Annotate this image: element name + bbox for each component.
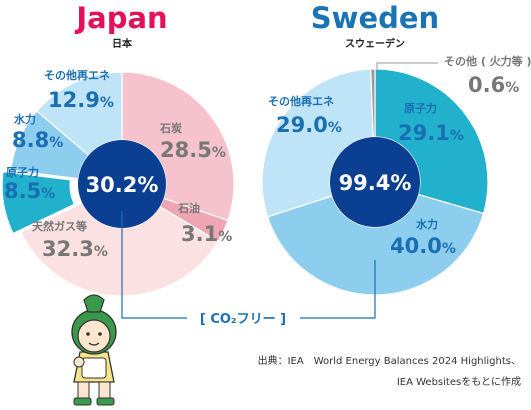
mascot-part-11	[88, 342, 100, 346]
sweden-other-leader-line	[376, 62, 438, 70]
japan-subtitle: 日本	[112, 37, 133, 50]
label-name-japan-5: その他再エネ	[44, 68, 110, 82]
sweden-title: Sweden	[311, 1, 439, 35]
mascot-part-4	[73, 397, 92, 406]
sweden-center-value: 99.4%	[339, 171, 412, 195]
mascot-part-12	[73, 356, 85, 368]
label-name-japan-2: 天然ガス等	[32, 219, 87, 233]
mascot-illustration	[71, 294, 117, 406]
label-name-sweden-3: その他 ( 火力等 )	[444, 54, 531, 68]
label-name-sweden-0: 原子力	[404, 101, 437, 115]
bracket-label: [ CO₂フリー ]	[200, 312, 286, 327]
mascot-part-3	[98, 381, 111, 401]
sweden-center-disc	[330, 137, 420, 227]
japan-center-disc	[78, 140, 166, 228]
label-name-sweden-1: 水力	[416, 217, 438, 231]
source-line-2: IEA Websitesをもとに作成	[396, 377, 521, 388]
co2-free-bracket: [ CO₂フリー ]	[121, 211, 376, 327]
label-name-japan-3: 原子力	[6, 165, 39, 179]
source-line-1: 出典：IEA World Energy Balances 2024 Highli…	[257, 356, 521, 367]
label-name-sweden-2: その他再エネ	[268, 94, 334, 108]
mascot-part-8	[83, 294, 105, 313]
label-name-japan-1: 石油	[177, 201, 200, 215]
japan-donut: 30.2%Japan日本石炭28.5%石油3.1%天然ガス等32.3%原子力8.…	[1, 1, 235, 297]
mascot-part-9	[86, 332, 90, 336]
mascot-part-7	[77, 319, 111, 353]
japan-title: Japan	[74, 1, 167, 35]
slice-japan-3	[1, 171, 76, 235]
label-name-japan-0: 石炭	[159, 121, 182, 135]
sweden-donut: 99.4%Swedenスウェーデン原子力29.1%水力40.0%その他再エネ29…	[261, 1, 531, 296]
bracket-right-line	[300, 260, 376, 319]
label-value-japan-1: 3.1%	[181, 222, 232, 246]
label-name-japan-4: 水力	[14, 112, 36, 126]
bracket-left-line	[121, 211, 187, 319]
japan-center-value: 30.2%	[86, 173, 159, 197]
label-value-sweden-3: 0.6%	[468, 73, 519, 97]
mascot-part-1	[81, 357, 107, 379]
mascot-part-10	[98, 332, 102, 336]
mascot-part-2	[77, 381, 90, 401]
mascot-part-5	[96, 397, 115, 406]
sweden-subtitle: スウェーデン	[345, 37, 405, 50]
